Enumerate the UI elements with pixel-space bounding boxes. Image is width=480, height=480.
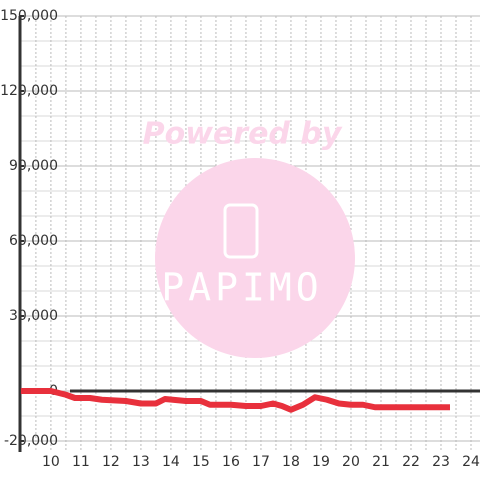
y-tick-label: 90,000 (9, 158, 58, 174)
x-tick-label: 16 (222, 454, 240, 470)
y-tick-label: 60,000 (9, 233, 58, 249)
x-tick-label: 13 (132, 454, 150, 470)
y-tick-label: 30,000 (9, 308, 58, 324)
y-tick-label: 120,000 (0, 83, 58, 99)
x-tick-label: 10 (42, 454, 60, 470)
x-tick-label: 14 (162, 454, 180, 470)
x-tick-label: 21 (372, 454, 390, 470)
x-tick-label: 18 (282, 454, 300, 470)
watermark-logo: PAPIMO (161, 266, 322, 310)
watermark-circle (155, 158, 355, 358)
x-tick-label: 17 (252, 454, 270, 470)
y-tick-label: 150,000 (0, 8, 58, 24)
x-tick-label: 23 (432, 454, 450, 470)
watermark-phone (223, 203, 259, 259)
x-tick-label: 22 (402, 454, 420, 470)
x-tick-label: 20 (342, 454, 360, 470)
x-tick-label: 24 (462, 454, 480, 470)
x-tick-label: 11 (72, 454, 90, 470)
grid (20, 15, 480, 452)
x-tick-label: 15 (192, 454, 210, 470)
watermark-text: Powered by (143, 117, 343, 152)
x-tick-label: 12 (102, 454, 120, 470)
line (20, 388, 450, 413)
watermark: Powered by PAPIMO (143, 117, 355, 358)
y-tick-label: -20,000 (4, 433, 58, 449)
x-tick-label: 19 (312, 454, 330, 470)
